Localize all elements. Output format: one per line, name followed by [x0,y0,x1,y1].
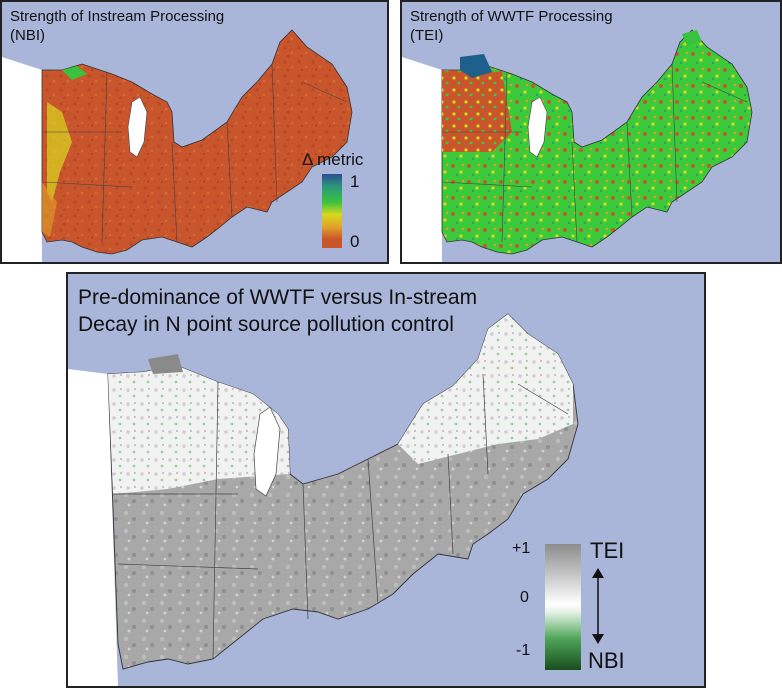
outside-land-west [402,57,442,262]
dominance-legend-mid-value: 0 [520,589,529,606]
nbi-mid-west [42,182,57,237]
dominance-legend-bottom-label: NBI [588,648,625,673]
main-title-line2: Decay in N point source pollution contro… [78,313,454,337]
dominance-legend-top-value: +1 [512,540,531,557]
nbi-green-north [62,66,87,80]
main-title: Pre-dominance of WWTF versus In-stream D… [78,284,477,339]
lake-michigan [253,406,281,497]
delta-legend-colorbar [322,174,342,248]
panel-nbi: Strength of Instream Processing (NBI) Δ … [0,0,389,264]
state-borders [113,373,569,660]
study-region-tei [441,29,753,255]
tei-title: Strength of WWTF Processing (TEI) [410,8,613,46]
lake-michigan [127,96,148,158]
nbi-title-line2: (NBI) [10,26,45,44]
north-light-region [108,366,290,494]
panel-tei: Strength of WWTF Processing (TEI) [400,0,782,264]
ocean-east [272,132,387,262]
nbi-title-line1: Strength of Instream Processing [10,8,225,25]
north-dark-patch [148,354,183,374]
tei-title-line1: Strength of WWTF Processing [410,8,613,25]
delta-legend-max: 1 [350,172,360,191]
tei-map [402,2,780,262]
tei-title-line2: (TEI) [410,26,444,44]
nbi-title: Strength of Instream Processing (NBI) [10,8,224,46]
outside-land-west [2,57,42,262]
tei-high-north [460,54,492,78]
main-title-line1: Pre-dominance of WWTF versus In-stream [78,286,478,309]
outside-land-west [68,369,118,686]
dominance-legend-bottom-value: -1 [516,642,531,659]
study-region-nbi [41,29,353,255]
delta-legend-label: Δ metric [302,150,364,169]
dominance-legend-colorbar [545,544,581,670]
state-borders [441,63,748,243]
tei-green-maine [682,30,702,46]
nbi-high-west [47,102,72,202]
delta-legend-min: 0 [350,232,360,251]
dominance-legend-top-label: TEI [590,538,625,563]
lake-michigan [527,96,548,158]
nbi-map [2,2,387,262]
panel-main: Pre-dominance of WWTF versus In-stream D… [66,272,706,688]
state-borders [41,63,348,243]
northeast-light-region [398,314,573,464]
tei-west-mixed [442,70,512,152]
double-arrow-icon [592,568,604,644]
